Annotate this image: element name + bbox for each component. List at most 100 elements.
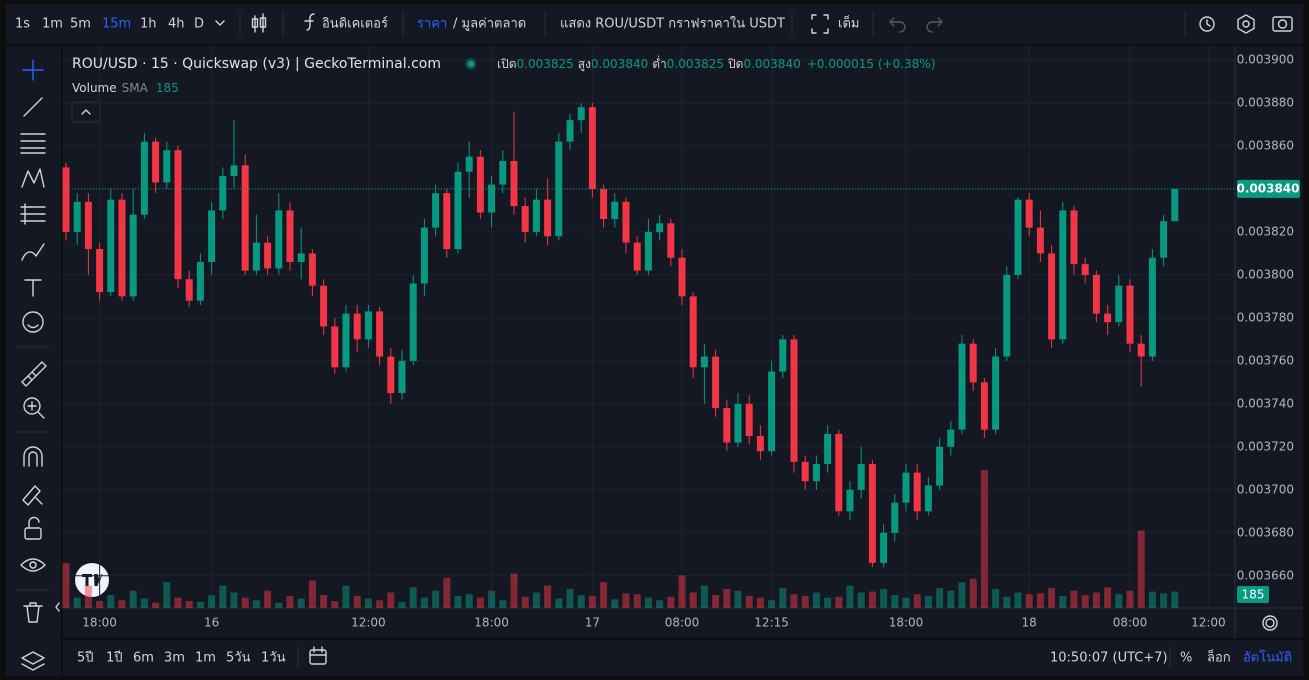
indicators-button[interactable]: อินดิเคเตอร์ bbox=[322, 16, 388, 32]
interval-button[interactable]: D bbox=[194, 17, 204, 32]
volume-bar bbox=[902, 597, 910, 608]
y-tick-label: 0.003900 bbox=[1237, 52, 1294, 66]
pattern-tool[interactable] bbox=[21, 168, 45, 188]
y-tick-label: 0.003820 bbox=[1237, 224, 1294, 238]
candle-body bbox=[1115, 285, 1123, 323]
delete-tool[interactable] bbox=[23, 602, 43, 623]
candle-body bbox=[667, 223, 675, 258]
tradingview-logo[interactable] bbox=[75, 563, 109, 597]
candle-body bbox=[432, 193, 440, 228]
candle-body bbox=[868, 464, 876, 563]
percent-toggle[interactable]: % bbox=[1180, 651, 1192, 666]
ohlc-value: 0.003825 bbox=[667, 57, 724, 71]
candle-body bbox=[577, 107, 585, 121]
range-button[interactable]: 1m bbox=[195, 651, 216, 666]
hide-tool[interactable] bbox=[20, 558, 46, 572]
candle-body bbox=[644, 231, 652, 271]
fib-tool[interactable] bbox=[20, 133, 46, 154]
screenshot-button[interactable] bbox=[1272, 16, 1293, 32]
interval-button[interactable]: 1m bbox=[42, 17, 63, 32]
collapse-legend[interactable] bbox=[71, 101, 101, 123]
undo-button[interactable] bbox=[889, 17, 906, 33]
candle-body bbox=[297, 253, 305, 262]
range-button[interactable]: 1วัน bbox=[261, 651, 286, 666]
fullscreen-button[interactable]: เต็ม bbox=[838, 14, 859, 32]
volume-legend: Volume SMA 185 bbox=[72, 81, 179, 95]
crosshair-tool[interactable] bbox=[22, 59, 44, 81]
forecast-tool[interactable] bbox=[20, 203, 46, 225]
volume-bar bbox=[633, 594, 641, 608]
y-tick-label: 0.003680 bbox=[1237, 525, 1294, 539]
volume-bar bbox=[1115, 594, 1123, 608]
range-button[interactable]: 3m bbox=[164, 651, 185, 666]
candle-body bbox=[454, 171, 462, 250]
range-button[interactable]: 5วัน bbox=[226, 651, 251, 666]
candle-body bbox=[566, 120, 574, 142]
settings-button[interactable] bbox=[1237, 14, 1255, 34]
volume-label: Volume bbox=[72, 81, 117, 95]
chart-type-button[interactable] bbox=[251, 13, 267, 33]
candle-body bbox=[1003, 274, 1011, 357]
price-label: 0.003840 bbox=[1236, 181, 1299, 195]
interval-button[interactable]: 4h bbox=[168, 17, 185, 32]
volume-bar bbox=[1025, 594, 1033, 608]
volume-bar bbox=[286, 595, 294, 608]
axis-settings[interactable] bbox=[1262, 615, 1278, 631]
candle-body bbox=[700, 356, 708, 368]
brush-tool[interactable] bbox=[21, 243, 45, 261]
candle-body bbox=[320, 285, 328, 327]
candle-body bbox=[936, 446, 944, 486]
auto-toggle[interactable]: อัตโนมัติ bbox=[1243, 650, 1292, 666]
candle-body bbox=[902, 472, 910, 503]
alert-button[interactable] bbox=[1199, 16, 1215, 32]
volume-bar bbox=[1048, 588, 1056, 608]
redo-button[interactable] bbox=[926, 17, 943, 33]
candle-body bbox=[1014, 199, 1022, 275]
candle-body bbox=[712, 356, 720, 409]
x-tick-label: 18:00 bbox=[82, 616, 117, 630]
volume-bar bbox=[241, 597, 249, 608]
interval-button[interactable]: 15m bbox=[102, 17, 131, 32]
trend-line-tool[interactable] bbox=[23, 97, 43, 117]
interval-button[interactable]: 5m bbox=[70, 17, 91, 32]
magnet-tool[interactable] bbox=[23, 446, 43, 467]
candle-body bbox=[1148, 257, 1156, 357]
volume-bar bbox=[264, 590, 272, 608]
range-button[interactable]: 6m bbox=[133, 651, 154, 666]
interval-button[interactable]: 1h bbox=[140, 17, 157, 32]
lock-tool[interactable] bbox=[24, 516, 42, 540]
candle-body bbox=[376, 311, 384, 357]
ruler-tool[interactable] bbox=[21, 361, 47, 387]
volume-bar bbox=[1036, 593, 1044, 608]
candle-body bbox=[1104, 313, 1112, 323]
volume-bar bbox=[308, 580, 316, 608]
ohlc-label: ต่ำ bbox=[652, 55, 667, 71]
show-usdt-button[interactable]: แสดง ROU/USDT กราฟราคาใน USDT bbox=[560, 16, 785, 32]
volume-bar bbox=[129, 590, 137, 608]
go-to-date-button[interactable] bbox=[309, 646, 327, 665]
stay-drawing-tool[interactable] bbox=[22, 485, 43, 506]
range-button[interactable]: 1ปี bbox=[106, 650, 123, 666]
volume-bar bbox=[432, 590, 440, 608]
interval-button[interactable]: 1s bbox=[15, 17, 30, 32]
candle-body bbox=[96, 249, 104, 293]
icon-tool[interactable] bbox=[22, 311, 44, 333]
interval-menu[interactable] bbox=[215, 20, 225, 26]
text-tool[interactable] bbox=[24, 279, 42, 297]
volume-bar bbox=[947, 590, 955, 608]
volume-bar bbox=[846, 585, 854, 608]
candle-body bbox=[398, 360, 406, 394]
collapse-toolbar[interactable] bbox=[55, 602, 60, 612]
volume-bar bbox=[152, 602, 160, 608]
volume-bar bbox=[230, 592, 238, 608]
log-toggle[interactable]: ล็อก bbox=[1207, 648, 1231, 666]
range-button[interactable]: 5ปี bbox=[77, 650, 94, 666]
volume-bar bbox=[331, 601, 339, 608]
zoom-tool[interactable] bbox=[23, 397, 45, 419]
volume-bar bbox=[756, 597, 764, 608]
volume-bar bbox=[118, 600, 126, 608]
market-cap-toggle[interactable]: / มูลค่าตลาด bbox=[453, 17, 526, 32]
price-toggle[interactable]: ราคา bbox=[417, 17, 447, 32]
candle-body bbox=[857, 464, 865, 490]
object-tree-button[interactable] bbox=[21, 651, 45, 671]
